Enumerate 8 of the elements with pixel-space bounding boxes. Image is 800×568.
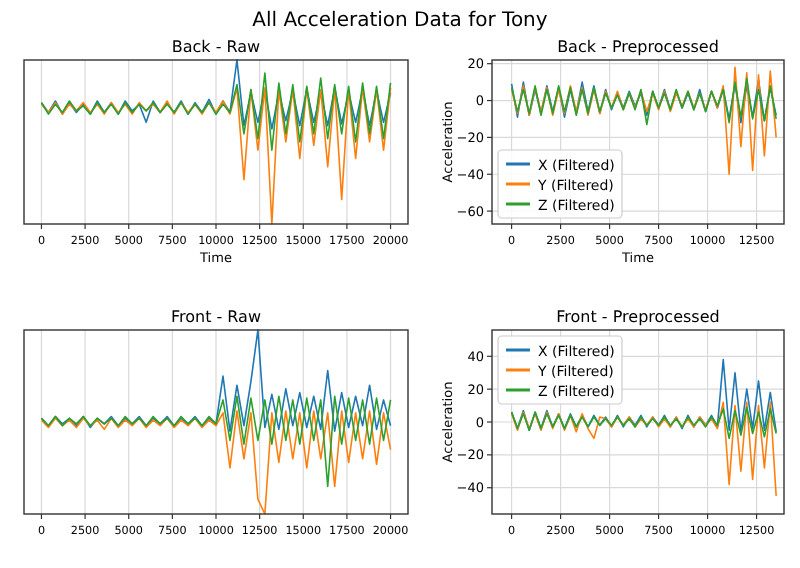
text: All Acceleration Data for Tony: [252, 10, 548, 32]
chart-title: Front - Preprocessed: [556, 308, 720, 326]
chart-title: Back - Preprocessed: [557, 38, 719, 56]
line-series: [510, 401, 777, 497]
chart-title: Back - Raw: [171, 38, 262, 56]
line-series: [510, 66, 777, 176]
line-series: [510, 406, 777, 440]
chart-title: Front - Raw: [170, 308, 262, 326]
